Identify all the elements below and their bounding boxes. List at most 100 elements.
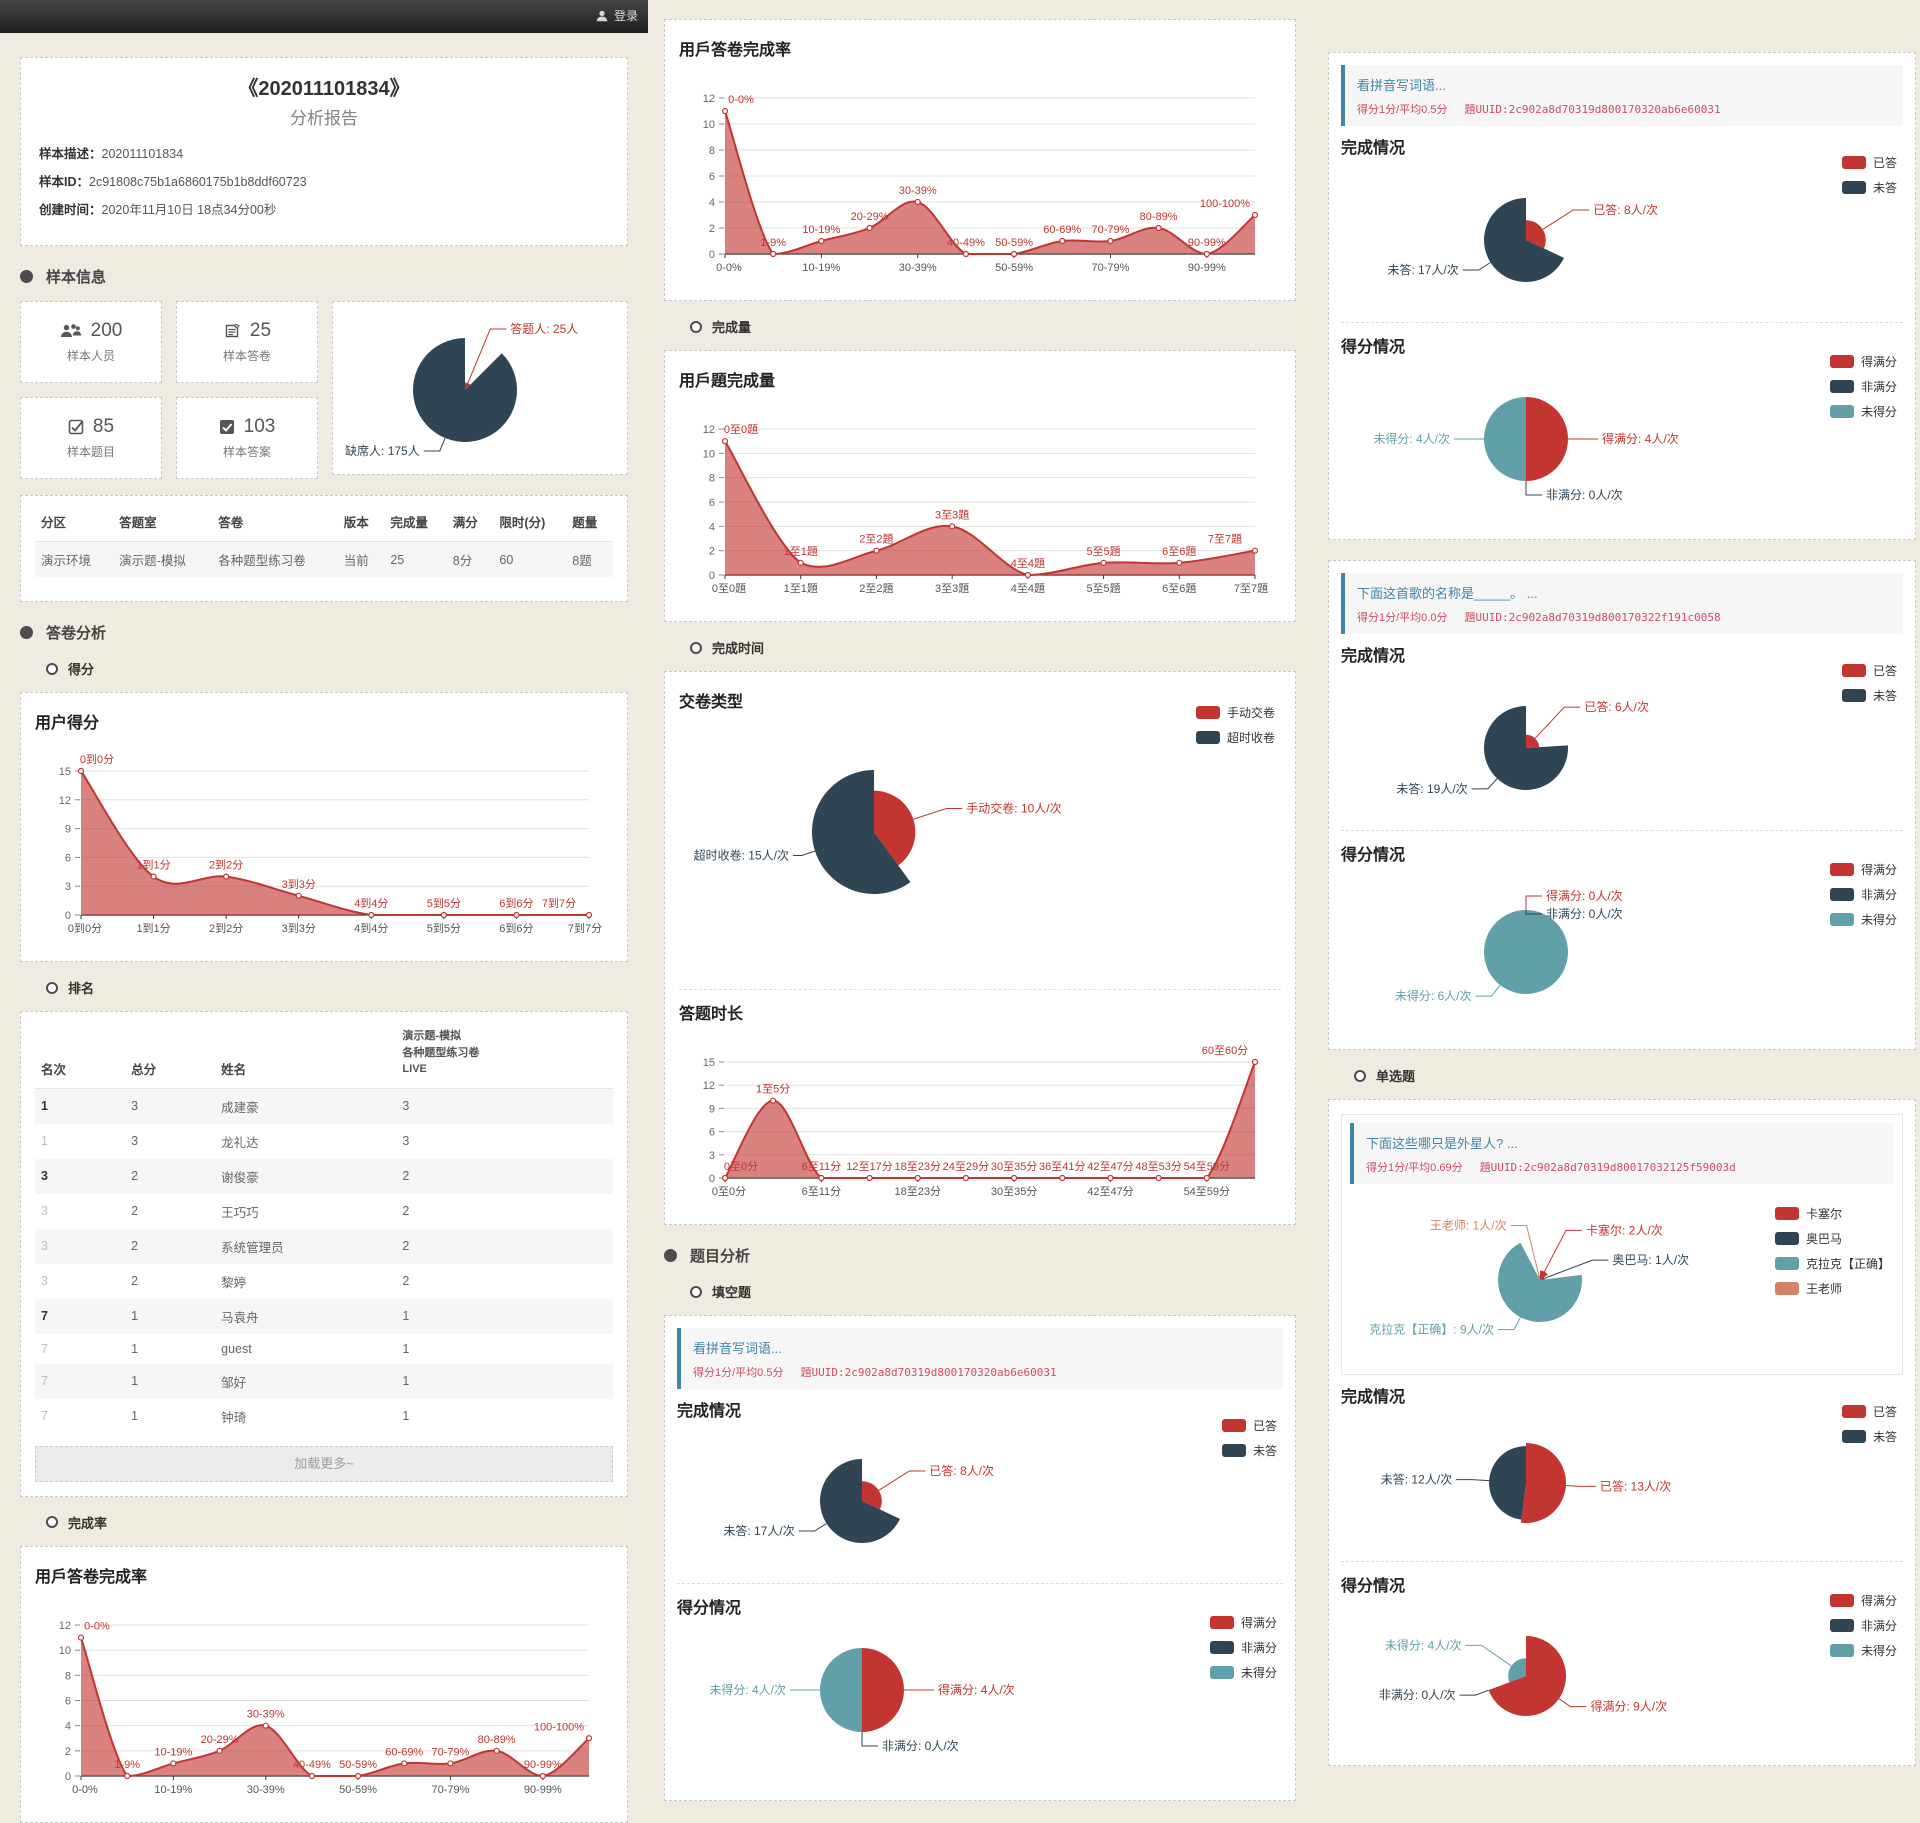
legend-item-已答[interactable]: 已答 bbox=[1841, 662, 1897, 679]
user-score-card: 用户得分 0 3 6 9 12 15 0到0分 1到1分 2到2分 3到3分 4到4分 5到5分 6到6… bbox=[20, 692, 628, 962]
sample-pie-card: 答题人: 25人 缺席人: 175人 bbox=[332, 301, 628, 475]
legend-item-未得分[interactable]: 未得分 bbox=[1209, 1664, 1277, 1681]
svg-text:6至11分: 6至11分 bbox=[802, 1160, 842, 1173]
legend-item-已答[interactable]: 已答 bbox=[1841, 154, 1897, 171]
svg-text:7至7題: 7至7題 bbox=[1208, 533, 1242, 546]
svg-text:未得分: 6人/次: 未得分: 6人/次 bbox=[1395, 988, 1472, 1003]
svg-text:2: 2 bbox=[709, 223, 715, 235]
report-title: 《202011101834》 bbox=[238, 78, 410, 100]
question-meta: 得分1分/平均0.5分 題UUID:2c902a8d70319d80017032… bbox=[693, 1366, 1057, 1379]
table-row: 3 2 谢俊豪 2 bbox=[35, 1158, 613, 1194]
svg-text:得满分: 0人/次: 得满分: 0人/次 bbox=[1546, 888, 1623, 903]
legend-item-非满分[interactable]: 非满分 bbox=[1829, 378, 1897, 395]
svg-text:6至11分: 6至11分 bbox=[802, 1185, 842, 1198]
legend-item-非满分[interactable]: 非满分 bbox=[1829, 1617, 1897, 1634]
stat-card-样本题目: 85 样本题目 bbox=[20, 397, 162, 479]
section-answer-analysis: 答卷分析 bbox=[20, 622, 628, 643]
svg-text:得满分: 4人/次: 得满分: 4人/次 bbox=[1602, 431, 1679, 446]
legend-item-王老师[interactable]: 王老师 bbox=[1774, 1280, 1890, 1297]
sample-desc: 样本描述：202011101834 bbox=[39, 147, 184, 161]
legend-item-卡塞尔[interactable]: 卡塞尔 bbox=[1774, 1205, 1890, 1222]
svg-text:1-9%: 1-9% bbox=[114, 1759, 140, 1771]
legend-item-未答[interactable]: 未答 bbox=[1221, 1442, 1277, 1459]
legend-item-手动交卷[interactable]: 手动交卷 bbox=[1195, 704, 1275, 721]
legend-item-超时收卷[interactable]: 超时收卷 bbox=[1195, 729, 1275, 746]
question-card-q1-mid: 看拼音写词语... 得分1分/平均0.5分 題UUID:2c902a8d7031… bbox=[664, 1315, 1296, 1801]
table-row: 7 1 guest 1 bbox=[41, 1341, 410, 1356]
svg-text:8: 8 bbox=[709, 473, 715, 485]
question-title: 下面这首歌的名称是_____。 ... bbox=[1357, 586, 1538, 601]
subsection-completion-amount: 完成量 bbox=[690, 317, 1296, 336]
svg-text:0到0分: 0到0分 bbox=[68, 922, 102, 935]
svg-text:0至0分: 0至0分 bbox=[724, 1160, 758, 1173]
svg-text:60-69%: 60-69% bbox=[385, 1746, 423, 1758]
svg-text:30-39%: 30-39% bbox=[899, 262, 937, 274]
svg-text:20-29%: 20-29% bbox=[201, 1733, 239, 1745]
question-uuid: 題UUID:2c902a8d70319d800170322f191c0058 bbox=[1464, 611, 1721, 624]
svg-text:50-59%: 50-59% bbox=[339, 1759, 377, 1771]
svg-text:2至2題: 2至2題 bbox=[859, 582, 893, 595]
right-column: 看拼音写词语... 得分1分/平均0.5分 題UUID:2c902a8d7031… bbox=[1328, 38, 1916, 1766]
load-more-button[interactable]: 加载更多~ bbox=[35, 1445, 613, 1482]
question-meta: 得分1分/平均0.0分 題UUID:2c902a8d70319d80017032… bbox=[1357, 611, 1721, 624]
legend-item-未答[interactable]: 未答 bbox=[1841, 179, 1897, 196]
svg-text:90-99%: 90-99% bbox=[524, 1784, 562, 1796]
svg-text:3: 3 bbox=[709, 1150, 715, 1162]
legend-item-未得分[interactable]: 未得分 bbox=[1829, 911, 1897, 928]
svg-text:4到4分: 4到4分 bbox=[354, 922, 388, 935]
score-section: 得分情况 得满分 非满分 未得分 得满分: 0人/次 非满分: 0人/次 未得分: 6人… bbox=[1341, 841, 1903, 1037]
svg-text:奥巴马: 1人/次: 奥巴马: 1人/次 bbox=[1612, 1253, 1689, 1267]
svg-text:30至35分: 30至35分 bbox=[991, 1160, 1037, 1173]
legend-item-未答[interactable]: 未答 bbox=[1841, 687, 1897, 704]
legend-item-奥巴马[interactable]: 奥巴马 bbox=[1774, 1230, 1890, 1247]
legend-item-得满分[interactable]: 得满分 bbox=[1829, 353, 1897, 370]
legend-item-得满分[interactable]: 得满分 bbox=[1829, 1592, 1897, 1609]
svg-text:42至47分: 42至47分 bbox=[1087, 1185, 1133, 1198]
legend-item-得满分[interactable]: 得满分 bbox=[1209, 1614, 1277, 1631]
section-bullet-icon bbox=[20, 626, 33, 639]
subsection-bullet-icon bbox=[690, 1285, 702, 1298]
stat-card-样本答卷: 25 样本答卷 bbox=[176, 301, 318, 383]
topbar: 登录 bbox=[0, 0, 648, 33]
svg-text:9: 9 bbox=[709, 1103, 715, 1115]
legend-item-克拉克【正确】[interactable]: 克拉克【正确】 bbox=[1774, 1255, 1890, 1272]
svg-text:3: 3 bbox=[65, 881, 71, 893]
completion-section: 完成情况 已答 未答 已答: 8人/次 未答: 17人/次 bbox=[1341, 134, 1903, 312]
user-icon bbox=[595, 9, 609, 23]
legend-item-未答[interactable]: 未答 bbox=[1841, 1428, 1897, 1445]
svg-text:已答: 8人/次: 已答: 8人/次 bbox=[1593, 202, 1658, 217]
svg-text:90-99%: 90-99% bbox=[524, 1759, 562, 1771]
svg-text:80-89%: 80-89% bbox=[1140, 211, 1178, 223]
svg-text:0: 0 bbox=[709, 249, 715, 261]
legend-item-已答[interactable]: 已答 bbox=[1221, 1417, 1277, 1434]
duration-chart: 0 3 6 9 12 15 0至0分 6至11分 18至23分 30至35分 42至47分 54至59… bbox=[679, 1036, 1281, 1206]
legend-item-得满分[interactable]: 得满分 bbox=[1829, 861, 1897, 878]
subsection-bullet-icon bbox=[46, 662, 58, 675]
svg-text:40-49%: 40-49% bbox=[947, 237, 985, 249]
svg-text:12: 12 bbox=[703, 424, 715, 436]
sample-attendance-pie: 答题人: 25人 缺席人: 175人 bbox=[333, 302, 627, 474]
section-bullet-icon bbox=[20, 270, 33, 283]
section-question-analysis: 题目分析 bbox=[664, 1245, 1296, 1266]
completion-title: 完成情况 bbox=[1341, 1389, 1406, 1406]
legend-item-未得分[interactable]: 未得分 bbox=[1829, 1642, 1897, 1659]
subsection-fill-blank: 填空题 bbox=[690, 1282, 1296, 1301]
question-header: 下面这首歌的名称是_____。 ... 得分1分/平均0.0分 題UUID:2c… bbox=[1341, 573, 1903, 634]
completion-legend: 已答 未答 bbox=[1841, 154, 1897, 196]
svg-text:42至47分: 42至47分 bbox=[1087, 1160, 1133, 1173]
question-header: 看拼音写词语... 得分1分/平均0.5分 題UUID:2c902a8d7031… bbox=[677, 1328, 1283, 1389]
report-info-card: 《202011101834》 分析报告 样本描述：202011101834 样本… bbox=[20, 57, 628, 246]
svg-text:10: 10 bbox=[703, 119, 715, 131]
legend-item-非满分[interactable]: 非满分 bbox=[1209, 1639, 1277, 1656]
submit-type-block: 交卷类型 手动交卷 超时收卷 手动交卷: 10人/次 超时收卷: 15人/次 bbox=[679, 688, 1281, 979]
legend-item-非满分[interactable]: 非满分 bbox=[1829, 886, 1897, 903]
legend-item-未得分[interactable]: 未得分 bbox=[1829, 403, 1897, 420]
user-score-chart: 0 3 6 9 12 15 0到0分 1到1分 2到2分 3到3分 4到4分 5到5分 6到6分 7到7分… bbox=[35, 745, 613, 943]
submit-type-duration-card: 交卷类型 手动交卷 超时收卷 手动交卷: 10人/次 超时收卷: 15人/次 答题时… bbox=[664, 671, 1296, 1225]
question-title: 看拼音写词语... bbox=[693, 1341, 782, 1356]
svg-text:5至5題: 5至5題 bbox=[1086, 582, 1120, 595]
svg-text:4到4分: 4到4分 bbox=[354, 897, 388, 910]
legend-item-已答[interactable]: 已答 bbox=[1841, 1403, 1897, 1420]
login-button[interactable]: 登录 bbox=[595, 7, 638, 24]
svg-text:70-79%: 70-79% bbox=[1091, 262, 1129, 274]
